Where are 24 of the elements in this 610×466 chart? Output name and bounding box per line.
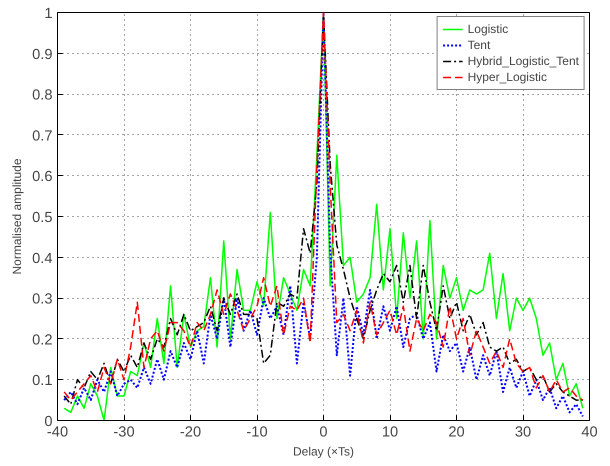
y-axis-title: Normalised amplitude: [10, 158, 24, 275]
x-tick-label: 30: [514, 424, 532, 440]
x-tick-label: 20: [448, 424, 465, 440]
y-tick-label: 0.4: [32, 250, 52, 267]
y-tick-label: 0.3: [32, 292, 52, 308]
legend-label: Tent: [468, 38, 490, 52]
legend-label: Hyper_Logistic: [468, 70, 547, 84]
legend-label: Hybrid_Logistic_Tent: [468, 54, 579, 68]
y-tick-label: 1: [44, 6, 53, 22]
x-tick-label: -20: [180, 424, 202, 440]
legend-label: Logistic: [468, 22, 508, 36]
x-tick-label: -10: [246, 424, 268, 440]
x-tick-label: 10: [382, 424, 398, 440]
x-tick-label: 0: [319, 424, 328, 440]
y-tick-label: 0.9: [32, 46, 52, 63]
y-tick-label: 0.7: [32, 128, 52, 144]
y-tick-label: 0.6: [32, 169, 52, 186]
y-tick-label: 0.8: [32, 88, 52, 104]
y-tick-label: 0.1: [32, 373, 52, 390]
x-axis-title: Delay (×Ts): [292, 444, 354, 458]
y-tick-label: 0.5: [32, 210, 52, 226]
y-tick-label: 0.2: [32, 332, 52, 348]
x-tick-label: -30: [113, 424, 135, 440]
x-tick-label: 40: [581, 424, 598, 440]
